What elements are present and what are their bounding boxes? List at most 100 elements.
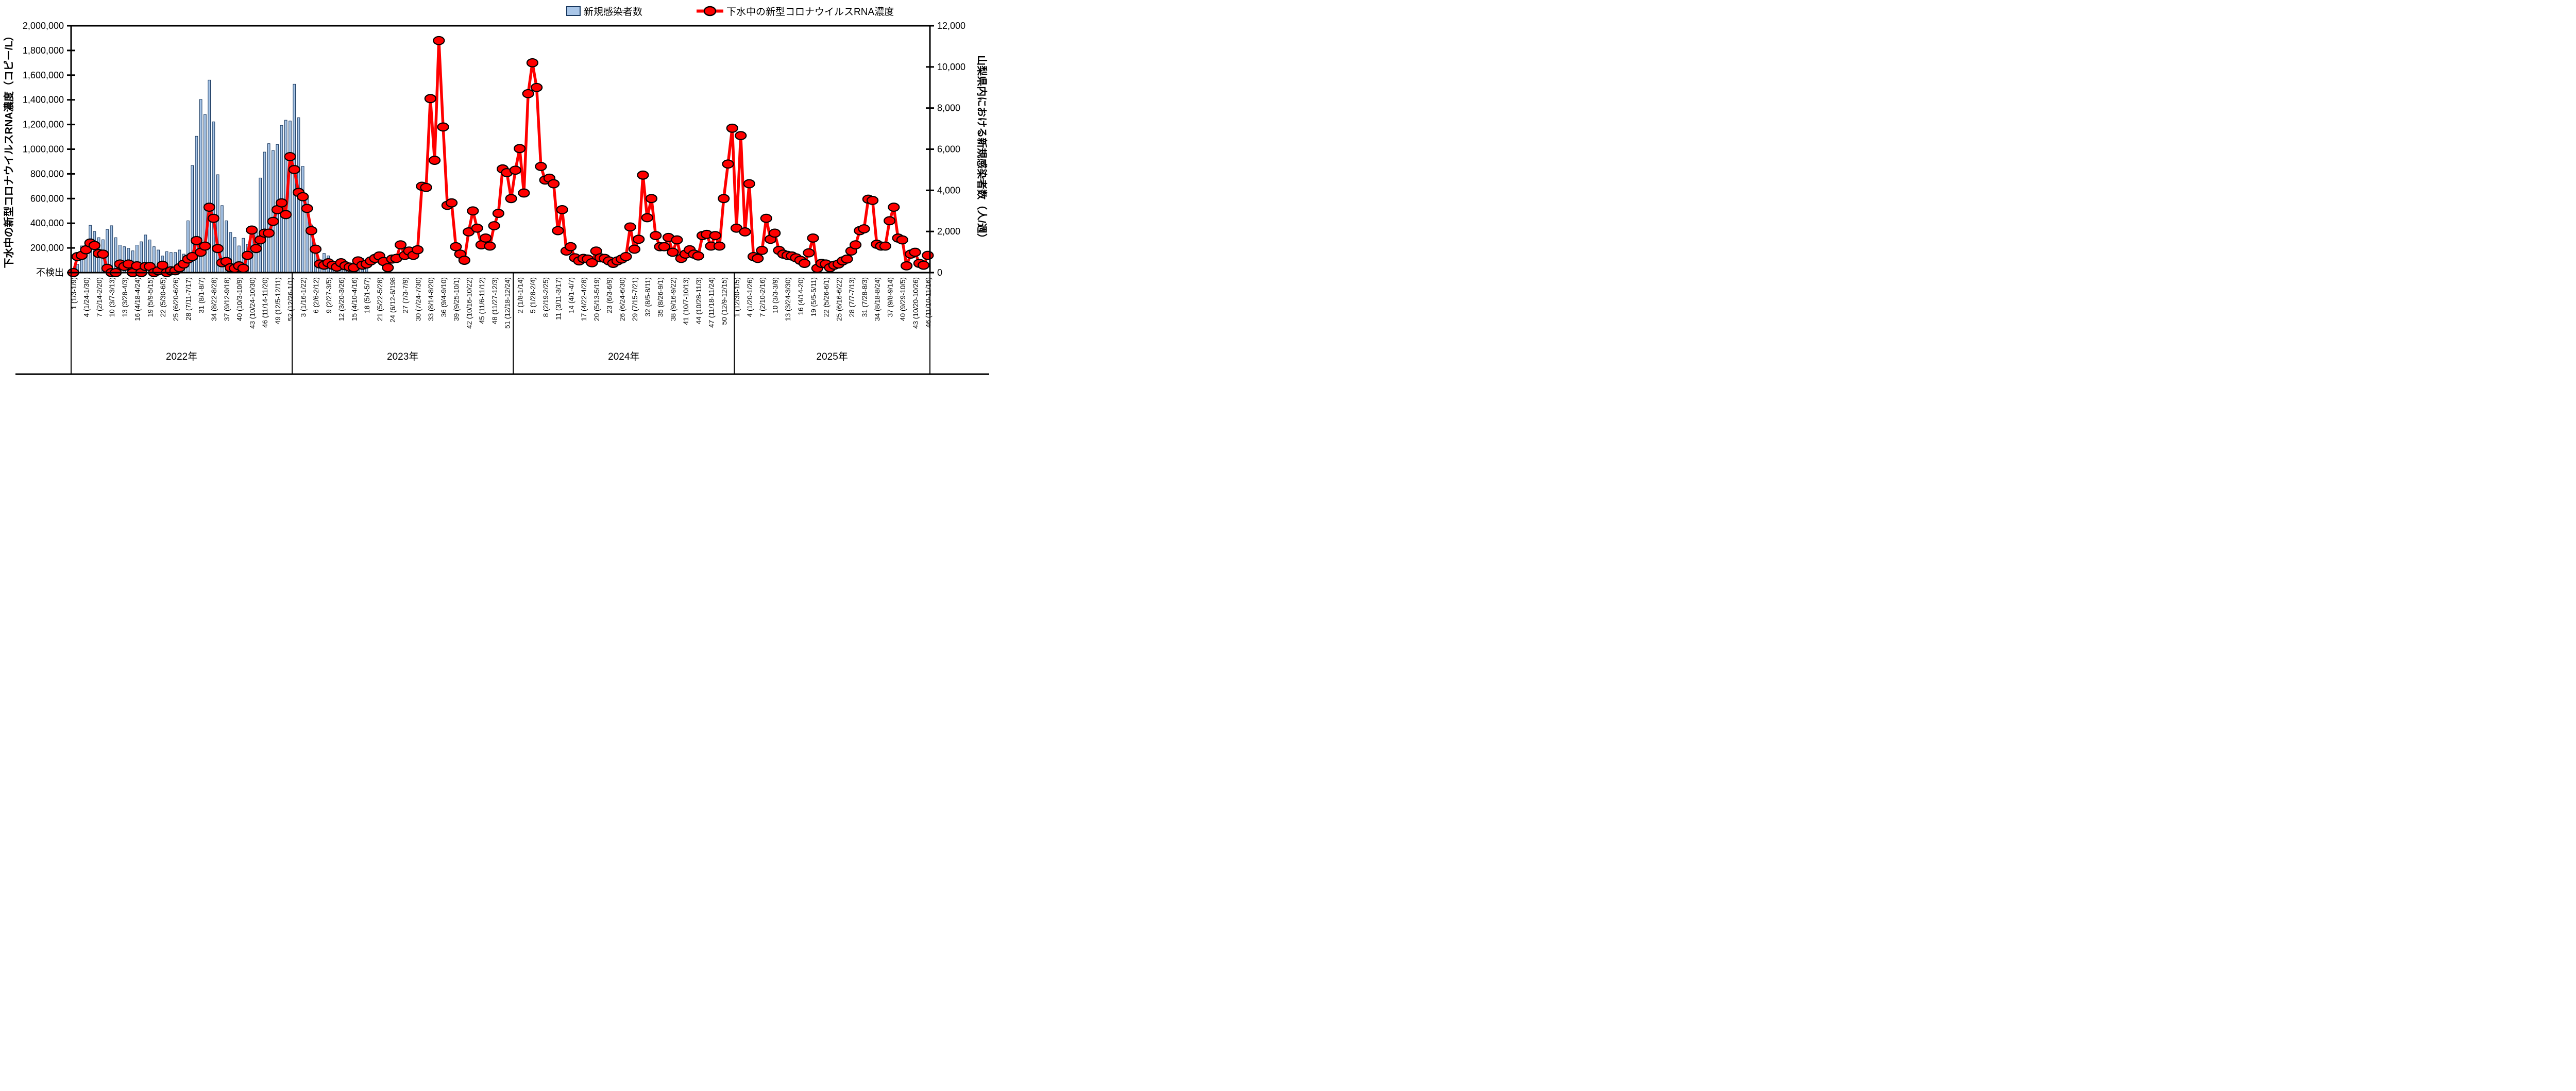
bar xyxy=(267,143,270,273)
right-axis-title: 山梨県内における新規感染者数（人/週） xyxy=(976,55,988,244)
x-tick-label: 52 (12/26-1/1) xyxy=(287,277,295,321)
left-tick-label: 1,200,000 xyxy=(23,120,64,130)
data-point xyxy=(288,165,300,174)
data-point xyxy=(241,250,254,260)
data-point xyxy=(424,94,436,104)
data-point xyxy=(518,188,530,198)
data-point xyxy=(909,247,921,257)
legend-label-rna: 下水中の新型コロナウイルスRNA濃度 xyxy=(726,6,894,18)
data-point xyxy=(645,194,658,204)
data-point xyxy=(556,205,568,214)
x-tick-label: 48 (11/27-12/3) xyxy=(491,277,499,324)
data-point xyxy=(922,250,934,260)
data-point xyxy=(671,235,683,245)
data-point xyxy=(250,244,262,254)
left-tick-label: 2,000,000 xyxy=(23,21,64,31)
data-point xyxy=(620,251,632,261)
left-tick-label: 1,000,000 xyxy=(23,144,64,155)
data-point xyxy=(896,235,908,245)
year-label: 2025年 xyxy=(817,351,848,362)
x-tick-label: 33 (8/14-8/20) xyxy=(427,277,435,321)
data-point xyxy=(650,231,662,241)
data-point xyxy=(471,223,483,233)
data-point xyxy=(849,240,862,250)
data-point xyxy=(480,233,492,243)
data-point xyxy=(901,261,913,271)
x-tick-label: 9 (2/27-3/5) xyxy=(325,277,333,313)
data-point xyxy=(807,233,819,243)
data-point xyxy=(883,216,896,226)
right-tick-label: 10,000 xyxy=(937,62,965,72)
x-tick-label: 4 (1/24-1/30) xyxy=(83,277,91,317)
x-tick-label: 28 (7/11-7/17) xyxy=(185,277,193,321)
x-tick-label: 49 (12/5-12/11) xyxy=(274,277,282,324)
data-point xyxy=(199,241,211,251)
x-tick-label: 20 (5/13-5/19) xyxy=(593,277,601,321)
x-tick-label: 11 (3/11-3/17) xyxy=(555,277,563,320)
x-tick-label: 5 (1/28-2/4) xyxy=(529,277,537,313)
x-tick-label: 35 (8/26-9/1) xyxy=(657,277,665,317)
left-axis-title: 下水中の新型コロナウイルスRNA濃度（コピー/L） xyxy=(3,30,15,268)
left-tick-label: 600,000 xyxy=(30,193,64,204)
x-tick-label: 8 (2/19-2/25) xyxy=(542,277,550,317)
data-point xyxy=(735,131,747,141)
data-point xyxy=(514,144,526,154)
data-point xyxy=(858,224,870,233)
data-point xyxy=(641,213,653,223)
x-tick-label: 28 (7/7-7/13) xyxy=(848,277,856,317)
x-tick-label: 24 (6/12-6/198 xyxy=(389,277,397,323)
x-tick-label: 37 (9/12-9/18) xyxy=(223,277,231,321)
data-point xyxy=(756,245,768,255)
bar xyxy=(259,177,262,273)
right-tick-label: 4,000 xyxy=(937,185,960,195)
data-point xyxy=(488,221,500,230)
data-point xyxy=(803,248,815,258)
bar xyxy=(301,166,304,273)
data-point xyxy=(433,36,445,45)
x-tick-label: 7 (2/10-2/16) xyxy=(759,277,767,317)
data-point xyxy=(309,244,322,254)
data-point xyxy=(769,228,781,238)
data-point xyxy=(280,210,292,220)
right-tick-label: 2,000 xyxy=(937,226,960,237)
x-tick-label: 12 (3/20-3/26) xyxy=(338,277,346,321)
data-point xyxy=(743,179,755,189)
data-point xyxy=(156,260,169,270)
data-point xyxy=(918,260,930,270)
x-tick-label: 36 (9/4-9/10) xyxy=(440,277,448,317)
data-point xyxy=(624,222,636,232)
x-tick-label: 47 (11/18-11/24) xyxy=(708,277,716,328)
left-tick-label: 800,000 xyxy=(30,169,64,179)
data-point xyxy=(888,203,900,212)
x-tick-label: 3 (1/16-1/22) xyxy=(300,277,308,317)
year-label: 2024年 xyxy=(608,351,639,362)
x-tick-label: 17 (4/22-4/28) xyxy=(580,277,588,321)
right-tick-label: 6,000 xyxy=(937,144,960,155)
data-point xyxy=(212,244,224,254)
data-point xyxy=(718,194,730,204)
x-tick-label: 15 (4/10-4/16) xyxy=(351,277,359,321)
legend-label-cases: 新規感染者数 xyxy=(584,6,642,18)
x-tick-label: 16 (4/14-20) xyxy=(797,277,805,315)
wastewater-combo-chart: 新規感染者数 下水中の新型コロナウイルスRNA濃度 下水中の新型コロナウイルスR… xyxy=(3,6,989,375)
data-point xyxy=(628,244,641,254)
left-tick-label: 1,400,000 xyxy=(23,95,64,105)
x-tick-label: 43 (10/20-10/26) xyxy=(912,277,920,329)
data-point xyxy=(492,209,504,218)
x-tick-label: 38 (9/16-9/22) xyxy=(669,277,677,321)
data-point xyxy=(428,156,441,165)
x-tick-label: 45 (11/6-11/12) xyxy=(478,277,486,324)
axes-layer xyxy=(15,25,989,375)
data-point xyxy=(692,251,704,261)
data-point xyxy=(667,247,679,257)
data-point xyxy=(841,254,853,264)
data-point xyxy=(658,242,670,251)
data-point xyxy=(548,179,560,189)
data-point xyxy=(305,226,317,236)
data-point xyxy=(722,159,734,169)
x-tick-label: 41 (10/7-10/13) xyxy=(682,277,690,325)
data-point xyxy=(505,194,517,204)
x-tick-label: 39 (9/25-10/1) xyxy=(453,277,461,321)
data-point xyxy=(411,245,424,255)
x-tick-label: 10 (3/7-3/13) xyxy=(108,277,116,317)
